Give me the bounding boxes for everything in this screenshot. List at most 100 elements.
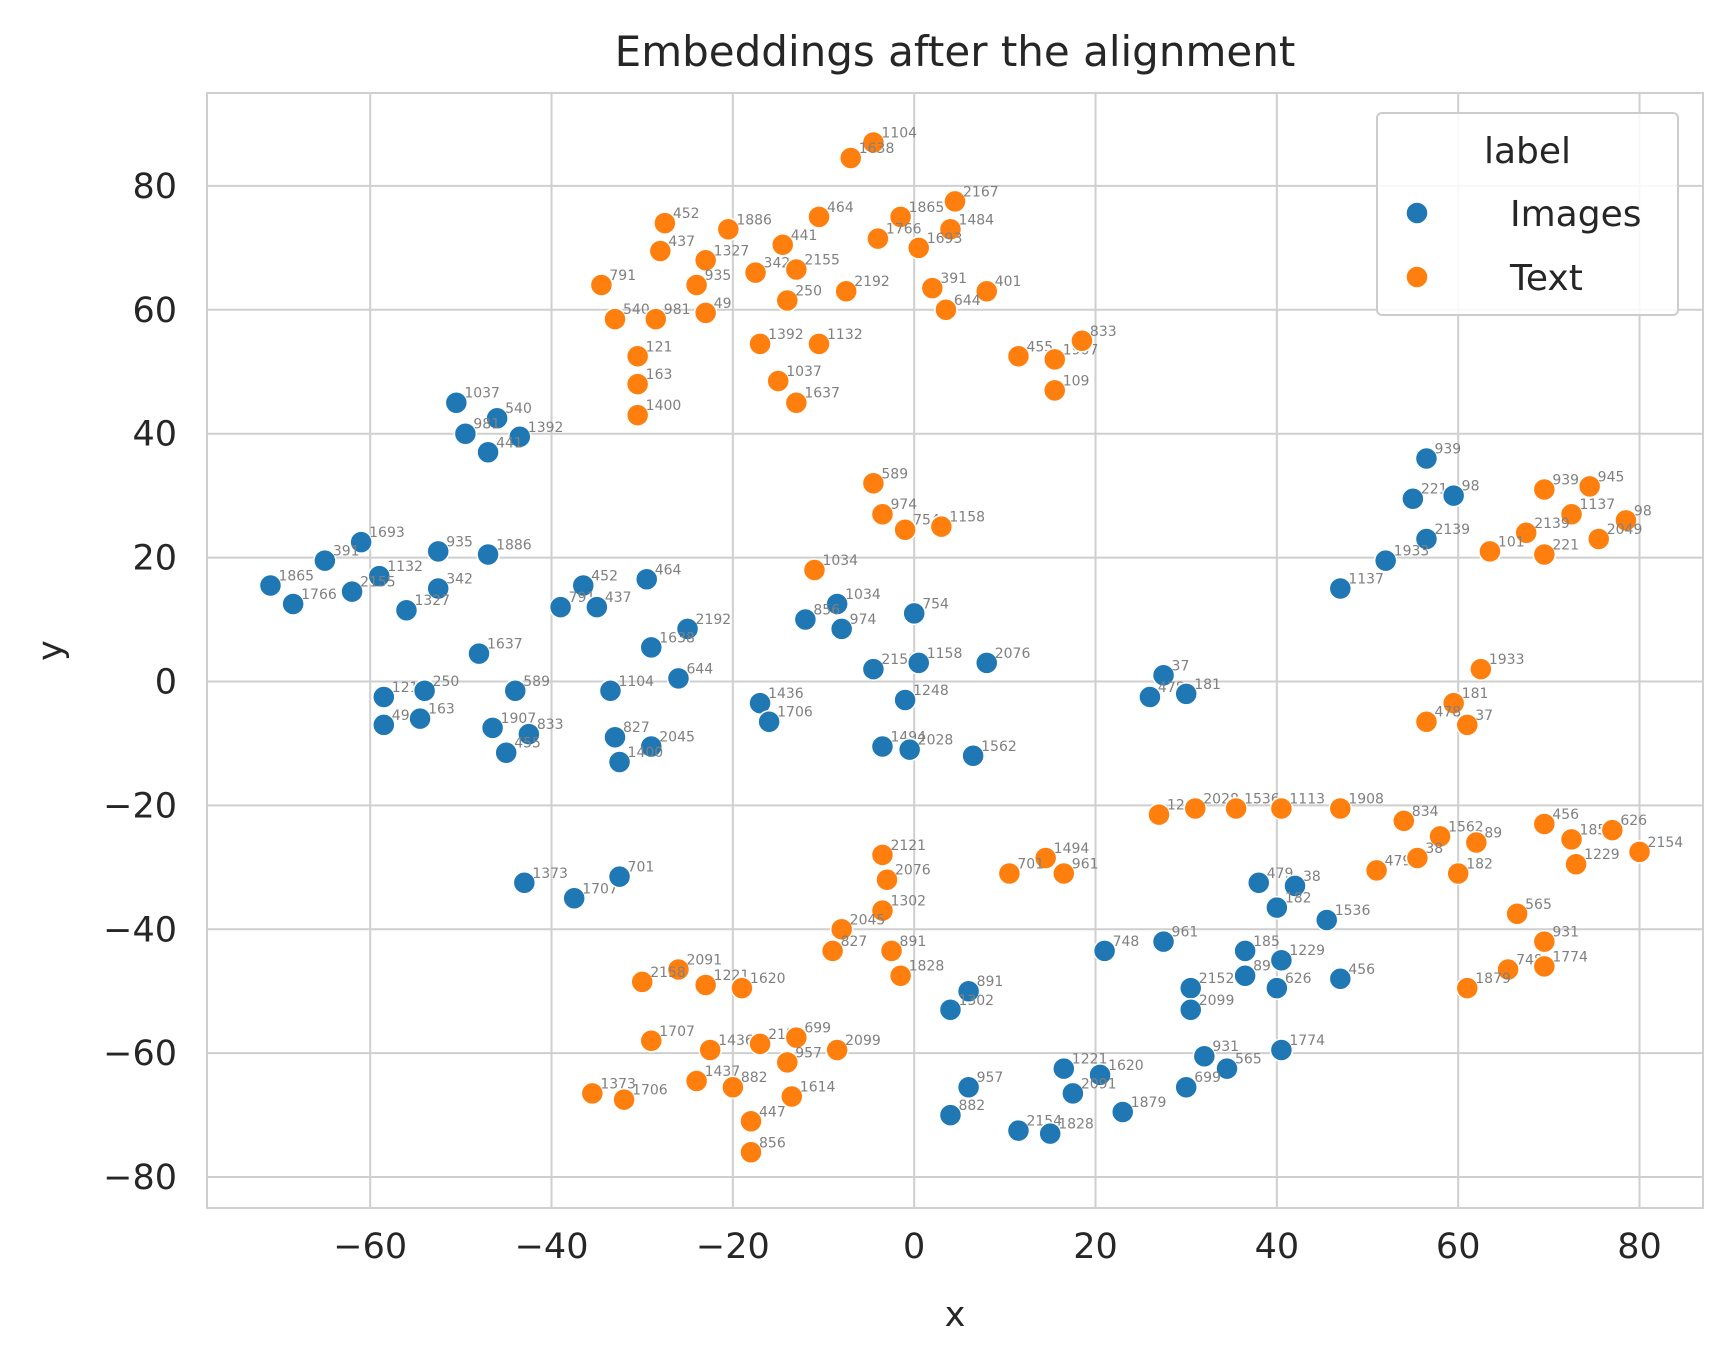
point-label: 391 bbox=[940, 271, 967, 287]
point bbox=[748, 1032, 772, 1056]
point bbox=[934, 298, 958, 322]
point bbox=[1532, 954, 1557, 979]
point bbox=[893, 517, 917, 542]
point bbox=[807, 332, 831, 356]
point bbox=[625, 344, 650, 369]
point-label: 1037 bbox=[786, 364, 822, 380]
point bbox=[412, 679, 437, 703]
point-label: 2152 bbox=[1199, 971, 1235, 987]
point bbox=[444, 390, 469, 415]
point-label: 945 bbox=[1598, 469, 1625, 485]
point-label: 1828 bbox=[1058, 1117, 1094, 1133]
point-label: 540 bbox=[623, 302, 650, 318]
legend-box bbox=[1376, 112, 1679, 316]
point bbox=[1110, 1100, 1135, 1124]
point-label: 701 bbox=[628, 860, 655, 876]
x-tick-label: 80 bbox=[1617, 1227, 1662, 1267]
point-label: 1865 bbox=[278, 568, 314, 584]
point-label: 961 bbox=[1172, 925, 1199, 941]
point bbox=[938, 998, 963, 1022]
point-label: 1774 bbox=[1289, 1033, 1325, 1049]
point bbox=[1052, 861, 1076, 886]
point bbox=[802, 558, 827, 582]
point bbox=[394, 598, 419, 622]
point bbox=[476, 542, 500, 567]
point bbox=[956, 979, 981, 1003]
point bbox=[757, 709, 781, 734]
point bbox=[426, 576, 450, 601]
point bbox=[585, 595, 609, 619]
point-label: 1400 bbox=[628, 745, 664, 761]
point-label: 1392 bbox=[528, 420, 564, 436]
point-label: 1638 bbox=[659, 630, 695, 646]
point bbox=[571, 573, 596, 598]
point bbox=[780, 1084, 804, 1109]
point bbox=[1364, 858, 1389, 883]
point bbox=[1505, 902, 1529, 926]
point bbox=[775, 1050, 800, 1075]
point-label: 437 bbox=[605, 590, 632, 606]
point-label: 833 bbox=[1090, 324, 1117, 340]
point bbox=[770, 233, 795, 257]
point bbox=[888, 963, 913, 988]
point-label: 1302 bbox=[890, 894, 926, 910]
point-label: 565 bbox=[1525, 897, 1552, 913]
point bbox=[1564, 852, 1588, 876]
point bbox=[739, 1140, 763, 1164]
point-label: 98 bbox=[1462, 479, 1480, 495]
point-label: 441 bbox=[496, 435, 523, 451]
point-label: 1693 bbox=[927, 231, 963, 247]
point-label: 1638 bbox=[859, 141, 895, 157]
point bbox=[748, 332, 772, 356]
point-label: 961 bbox=[1072, 857, 1099, 873]
point bbox=[829, 917, 854, 941]
point bbox=[739, 1109, 763, 1134]
point bbox=[1532, 542, 1557, 567]
point-label: 2091 bbox=[1081, 1076, 1117, 1092]
point-label: 1158 bbox=[949, 510, 985, 526]
point bbox=[1269, 1038, 1294, 1062]
point bbox=[1428, 824, 1452, 849]
point bbox=[630, 970, 654, 994]
point bbox=[467, 641, 491, 666]
point bbox=[807, 205, 831, 229]
point-label: 1637 bbox=[487, 637, 523, 653]
point bbox=[1265, 976, 1289, 1000]
point-label: 185 bbox=[1253, 934, 1280, 950]
point bbox=[1627, 840, 1652, 864]
point-label: 1373 bbox=[532, 866, 568, 882]
point bbox=[634, 567, 659, 592]
point bbox=[1246, 871, 1271, 895]
point bbox=[929, 514, 954, 539]
point bbox=[625, 403, 650, 427]
point-label: 163 bbox=[646, 367, 673, 383]
point bbox=[607, 750, 632, 774]
point bbox=[743, 260, 768, 285]
point bbox=[1006, 344, 1031, 369]
point-label: 1562 bbox=[981, 739, 1017, 755]
point bbox=[875, 867, 899, 892]
point-label: 1637 bbox=[804, 386, 840, 402]
point bbox=[870, 502, 895, 526]
point bbox=[938, 217, 963, 242]
point-label: 2155 bbox=[804, 253, 840, 269]
point bbox=[902, 601, 926, 626]
point-label: 456 bbox=[1348, 962, 1375, 978]
point-label: 699 bbox=[1194, 1070, 1221, 1086]
y-tick-label: 80 bbox=[132, 167, 177, 207]
point-label: 1620 bbox=[750, 971, 786, 987]
point-label: 250 bbox=[795, 284, 822, 300]
point-label: 2045 bbox=[659, 730, 695, 746]
point-label: 221 bbox=[1552, 537, 1579, 553]
point-label: 565 bbox=[1235, 1052, 1262, 1068]
point bbox=[1600, 818, 1625, 842]
point bbox=[1233, 963, 1257, 988]
point-label: 1484 bbox=[958, 212, 994, 228]
point-label: 181 bbox=[1462, 686, 1489, 702]
point-label: 1132 bbox=[827, 327, 863, 343]
point bbox=[834, 279, 858, 303]
point-label: 121 bbox=[646, 339, 673, 355]
point-label: 891 bbox=[900, 934, 927, 950]
point-label: 1104 bbox=[618, 674, 654, 690]
point-label: 931 bbox=[1552, 925, 1579, 941]
